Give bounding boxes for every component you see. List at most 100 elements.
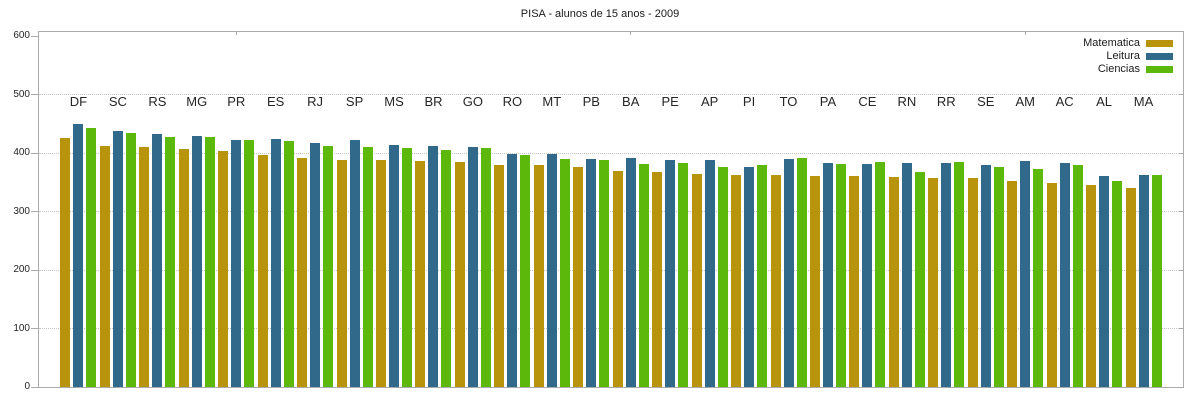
category-label-ma: MA bbox=[1133, 94, 1154, 109]
bar-to-matematica bbox=[770, 175, 781, 387]
bar-se-ciencias bbox=[993, 166, 1004, 387]
bar-mt-leitura bbox=[546, 154, 557, 387]
right-axis-tick-100 bbox=[1179, 328, 1183, 330]
bar-es-ciencias bbox=[283, 140, 294, 387]
bar-ma-matematica bbox=[1125, 188, 1136, 387]
bar-al-matematica bbox=[1086, 185, 1097, 387]
bar-pi-ciencias bbox=[757, 165, 768, 387]
bar-rj-leitura bbox=[310, 142, 321, 387]
left-axis-tick-600 bbox=[31, 35, 38, 37]
bar-rn-ciencias bbox=[914, 172, 925, 387]
bar-mg-ciencias bbox=[204, 137, 215, 387]
bar-mg-leitura bbox=[191, 136, 202, 387]
right-axis-tick-400 bbox=[1179, 152, 1183, 154]
category-label-ac: AC bbox=[1055, 94, 1074, 109]
bar-sc-ciencias bbox=[125, 133, 136, 387]
bar-br-matematica bbox=[415, 161, 426, 387]
bar-pi-matematica bbox=[731, 174, 742, 387]
gridline-300 bbox=[39, 211, 1183, 213]
bar-ro-leitura bbox=[507, 154, 518, 387]
bar-ro-matematica bbox=[494, 165, 505, 387]
category-label-al: AL bbox=[1096, 94, 1113, 109]
bar-ms-ciencias bbox=[402, 147, 413, 387]
bar-ba-leitura bbox=[625, 158, 636, 387]
bar-ro-ciencias bbox=[520, 154, 531, 387]
left-axis-tick-0 bbox=[31, 386, 38, 388]
bar-sc-matematica bbox=[99, 146, 110, 387]
y-tick-label-300: 300 bbox=[13, 205, 30, 217]
top-axis-tick bbox=[1024, 32, 1026, 35]
category-label-sp: SP bbox=[345, 94, 364, 109]
category-label-ro: RO bbox=[502, 94, 523, 109]
bar-ms-matematica bbox=[376, 160, 387, 387]
bar-pb-matematica bbox=[573, 167, 584, 387]
y-tick-label-600: 600 bbox=[13, 30, 30, 42]
bar-rj-matematica bbox=[297, 157, 308, 387]
left-axis-tick-300 bbox=[31, 211, 38, 213]
bar-to-leitura bbox=[783, 158, 794, 387]
bar-pr-ciencias bbox=[244, 139, 255, 387]
bar-ac-matematica bbox=[1046, 182, 1057, 387]
bar-es-matematica bbox=[257, 154, 268, 387]
bar-rj-ciencias bbox=[323, 146, 334, 387]
y-tick-label-100: 100 bbox=[13, 322, 30, 334]
bar-go-matematica bbox=[454, 162, 465, 387]
legend: Matematica Leitura Ciencias bbox=[1083, 37, 1173, 75]
bar-to-ciencias bbox=[796, 157, 807, 387]
category-label-sc: SC bbox=[108, 94, 127, 109]
category-label-ba: BA bbox=[622, 94, 640, 109]
left-axis-tick-100 bbox=[31, 328, 38, 330]
category-label-go: GO bbox=[462, 94, 484, 109]
category-label-pe: PE bbox=[661, 94, 679, 109]
top-axis-tick bbox=[630, 32, 632, 35]
right-axis-tick-300 bbox=[1179, 211, 1183, 213]
bar-br-leitura bbox=[428, 146, 439, 387]
bar-rr-ciencias bbox=[954, 161, 965, 387]
y-tick-label-0: 0 bbox=[24, 381, 30, 392]
bar-am-leitura bbox=[1020, 160, 1031, 387]
bar-pe-matematica bbox=[652, 172, 663, 387]
bar-mt-ciencias bbox=[559, 158, 570, 387]
bar-am-ciencias bbox=[1033, 168, 1044, 387]
category-label-df: DF bbox=[69, 94, 88, 109]
legend-swatch-ciencias bbox=[1146, 65, 1173, 73]
bar-ac-ciencias bbox=[1072, 164, 1083, 387]
legend-label-leitura: Leitura bbox=[1106, 50, 1140, 62]
bar-ma-ciencias bbox=[1151, 175, 1162, 387]
category-label-pi: PI bbox=[742, 94, 756, 109]
bar-mg-matematica bbox=[178, 148, 189, 387]
bar-pa-leitura bbox=[822, 163, 833, 387]
bar-ms-leitura bbox=[389, 144, 400, 387]
category-label-ap: AP bbox=[700, 94, 719, 109]
bar-df-matematica bbox=[60, 138, 71, 387]
legend-swatch-matematica bbox=[1146, 39, 1173, 47]
bar-df-leitura bbox=[73, 124, 84, 387]
right-axis-tick-200 bbox=[1179, 269, 1183, 271]
bar-ba-ciencias bbox=[638, 163, 649, 387]
bar-ce-matematica bbox=[849, 176, 860, 387]
bar-go-ciencias bbox=[480, 148, 491, 387]
category-label-ce: CE bbox=[858, 94, 877, 109]
y-tick-label-500: 500 bbox=[13, 88, 30, 100]
chart-title: PISA - alunos de 15 anos - 2009 bbox=[520, 8, 680, 20]
bar-pb-ciencias bbox=[599, 159, 610, 387]
category-label-pr: PR bbox=[227, 94, 246, 109]
legend-row-leitura: Leitura bbox=[1083, 50, 1173, 62]
bar-al-leitura bbox=[1099, 175, 1110, 387]
category-label-pa: PA bbox=[819, 94, 837, 109]
bar-ac-leitura bbox=[1059, 163, 1070, 387]
bar-al-ciencias bbox=[1112, 180, 1123, 387]
bar-se-matematica bbox=[967, 177, 978, 387]
left-axis-tick-200 bbox=[31, 269, 38, 271]
bar-rs-matematica bbox=[139, 147, 150, 387]
bar-pb-leitura bbox=[586, 158, 597, 387]
legend-label-matematica: Matematica bbox=[1083, 37, 1140, 49]
left-axis-tick-500 bbox=[31, 94, 38, 96]
bar-pi-leitura bbox=[744, 167, 755, 387]
bar-mt-matematica bbox=[533, 165, 544, 387]
bar-pr-leitura bbox=[231, 140, 242, 387]
bar-rn-leitura bbox=[901, 163, 912, 387]
top-axis-tick bbox=[235, 32, 237, 35]
category-label-am: AM bbox=[1015, 94, 1035, 109]
category-label-rs: RS bbox=[148, 94, 167, 109]
